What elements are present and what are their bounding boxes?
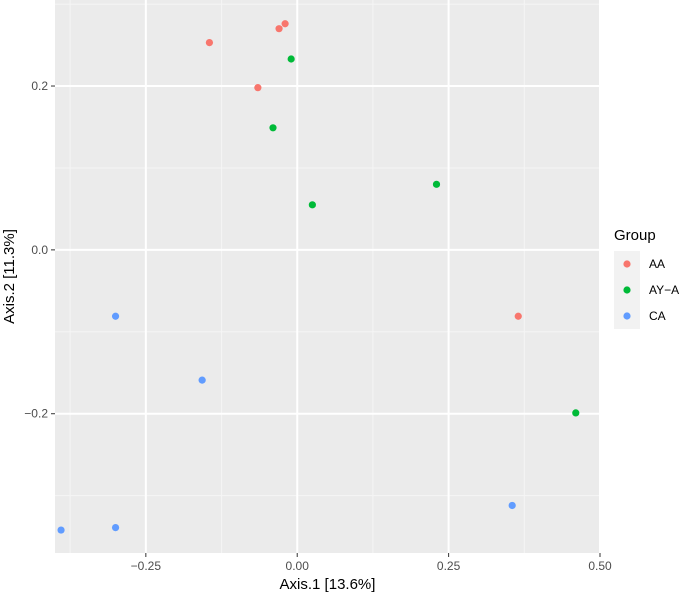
data-point <box>514 312 522 320</box>
legend-label: AA <box>649 257 665 271</box>
x-tick-label: 0.50 <box>588 559 612 573</box>
major-grid <box>55 0 601 553</box>
legend-label: AY−A <box>649 283 679 297</box>
y-tick-label: 0.0 <box>31 243 48 257</box>
data-point <box>254 84 262 92</box>
data-point <box>308 201 316 209</box>
data-point <box>111 524 120 532</box>
legend-key-point <box>623 260 631 268</box>
data-point <box>198 376 206 384</box>
legend: Group AA AY−A CA <box>614 227 679 329</box>
data-point <box>275 25 283 33</box>
legend-label: CA <box>649 309 666 323</box>
data-point <box>287 55 295 63</box>
plot-panel <box>55 0 600 553</box>
x-tick-label: 0.00 <box>286 559 310 573</box>
data-points <box>57 20 580 534</box>
x-axis-title: Axis.1 [13.6%] <box>280 576 376 593</box>
data-point <box>57 526 65 534</box>
legend-key-point <box>623 286 631 294</box>
legend-key-point <box>623 312 631 320</box>
legend-title: Group <box>614 227 656 244</box>
y-tick-label: 0.2 <box>31 79 48 93</box>
data-point <box>508 501 516 510</box>
y-axis-title: Axis.2 [11.3%] <box>1 229 18 324</box>
data-point <box>281 20 289 28</box>
data-point <box>269 124 277 132</box>
y-axis-ticks: −0.2 0.0 0.2 <box>24 79 55 421</box>
x-axis-ticks: −0.25 0.00 0.25 0.50 <box>131 553 612 573</box>
data-point <box>205 39 214 47</box>
data-point <box>111 312 120 320</box>
data-point <box>572 409 580 417</box>
data-point <box>432 180 441 188</box>
y-tick-label: −0.2 <box>24 407 48 421</box>
x-tick-label: 0.25 <box>437 559 461 573</box>
x-tick-label: −0.25 <box>131 559 162 573</box>
